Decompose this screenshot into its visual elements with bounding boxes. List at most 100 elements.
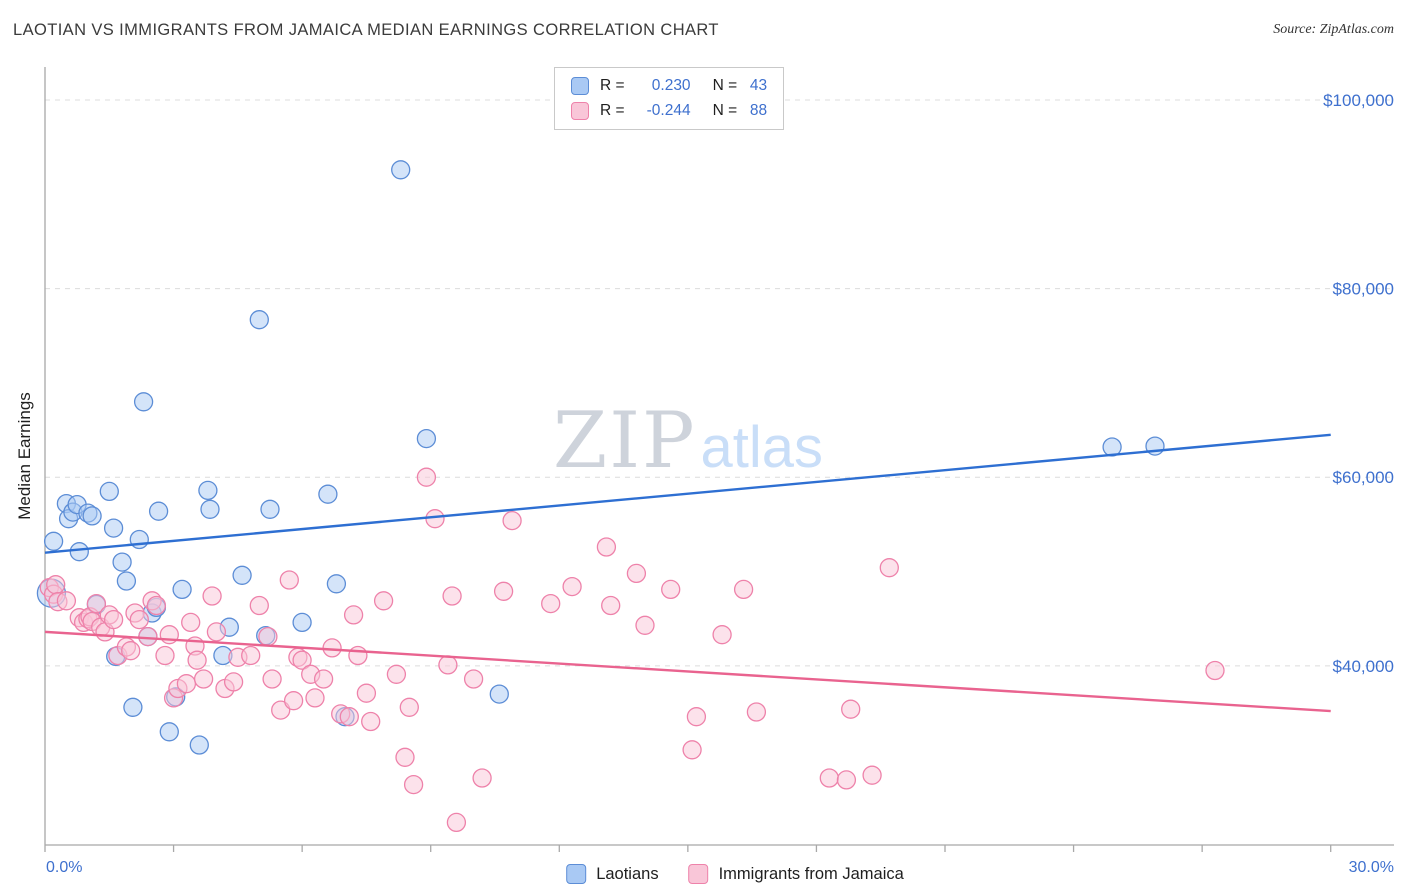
y-axis-tick-label: $80,000: [1333, 280, 1394, 299]
scatter-point-laotians: [99, 481, 119, 502]
scatter-point-laotians: [159, 722, 179, 742]
scatter-point-laotians: [326, 574, 347, 594]
scatter-point-jamaica: [862, 765, 882, 785]
scatter-point-jamaica: [836, 770, 857, 790]
scatter-point-jamaica: [626, 563, 647, 584]
y-axis-title: Median Earnings: [15, 392, 34, 520]
r-value-laotians: 0.230: [651, 77, 691, 94]
scatter-point-laotians: [416, 428, 437, 449]
n-label: N =: [712, 102, 738, 119]
scatter-point-jamaica: [103, 609, 124, 630]
scatter-point-jamaica: [425, 509, 445, 529]
scatter-point-jamaica: [562, 576, 582, 597]
y-axis-tick-label: $100,000: [1323, 91, 1394, 110]
trend-line-laotians: [44, 433, 1331, 554]
scatter-point-jamaica: [249, 595, 269, 616]
scatter-point-jamaica: [356, 683, 377, 703]
scatter-point-jamaica: [176, 674, 197, 694]
scatter-point-jamaica: [601, 595, 621, 616]
scatter-point-jamaica: [305, 688, 325, 708]
scatter-point-jamaica: [313, 669, 334, 689]
r-label: R =: [600, 102, 625, 119]
correlation-stats-box: R = 0.230 N = 43 R = -0.244 N = 88: [554, 67, 785, 130]
scatter-point-laotians: [103, 518, 124, 538]
laotians-swatch-icon: [571, 77, 589, 95]
scatter-point-jamaica: [202, 586, 222, 606]
scatter-point-jamaica: [661, 579, 681, 600]
scatter-point-jamaica: [373, 591, 394, 611]
scatter-point-jamaica: [819, 768, 839, 788]
scatter-point-jamaica: [181, 612, 201, 633]
scatter-point-jamaica: [746, 702, 767, 722]
scatter-point-jamaica: [339, 707, 359, 727]
stats-row-laotians: R = 0.230 N = 43: [571, 77, 767, 95]
n-value-laotians: 43: [749, 77, 768, 94]
laotians-legend-swatch-icon: [566, 864, 587, 884]
scatter-point-jamaica: [56, 591, 77, 611]
source-attribution: Source: ZipAtlas.com: [1273, 22, 1394, 37]
scatter-point-jamaica: [635, 615, 655, 635]
scatter-point-jamaica: [193, 669, 214, 689]
scatter-point-jamaica: [493, 581, 514, 601]
scatter-point-laotians: [232, 565, 252, 585]
scatter-point-laotians: [391, 160, 411, 180]
scatter-point-laotians: [112, 552, 132, 572]
scatter-point-jamaica: [322, 638, 342, 658]
scatter-point-laotians: [172, 579, 192, 600]
scatter-point-jamaica: [841, 699, 861, 719]
y-axis-tick-label: $40,000: [1333, 657, 1394, 676]
jamaica-legend-swatch-icon: [688, 864, 709, 884]
scatter-point-jamaica: [348, 645, 368, 666]
scatter-point-jamaica: [438, 655, 458, 675]
chart-legend: Laotians Immigrants from Jamaica: [566, 864, 904, 884]
scatter-point-jamaica: [733, 579, 754, 600]
scatter-point-jamaica: [343, 605, 364, 625]
scatter-point-jamaica: [442, 586, 462, 606]
scatter-point-jamaica: [187, 650, 207, 670]
scatter-point-jamaica: [271, 700, 291, 720]
scatter-point-laotians: [489, 684, 509, 704]
jamaica-swatch-icon: [571, 102, 589, 120]
scatter-point-jamaica: [541, 593, 561, 614]
scatter-point-jamaica: [86, 593, 107, 614]
scatter-point-laotians: [198, 480, 218, 501]
scatter-point-laotians: [116, 571, 137, 591]
scatter-point-jamaica: [399, 697, 419, 717]
scatter-point-jamaica: [223, 672, 244, 692]
scatter-point-laotians: [133, 392, 154, 412]
scatter-point-jamaica: [292, 650, 312, 670]
scatter-point-jamaica: [502, 510, 522, 531]
scatter-point-jamaica: [138, 626, 158, 647]
r-label: R =: [600, 77, 625, 94]
scatter-point-jamaica: [241, 645, 261, 666]
legend-item-laotians: Laotians: [566, 864, 659, 884]
scatter-point-jamaica: [129, 609, 149, 630]
scatter-point-laotians: [189, 735, 209, 755]
x-axis-min-label: 0.0%: [46, 859, 82, 876]
scatter-point-laotians: [123, 697, 143, 717]
scatter-point-laotians: [318, 484, 338, 504]
scatter-point-jamaica: [121, 641, 141, 661]
trend-line-jamaica: [44, 630, 1331, 713]
scatter-point-jamaica: [879, 558, 899, 578]
scatter-point-jamaica: [416, 467, 437, 487]
y-axis-tick-label: $60,000: [1333, 468, 1394, 487]
scatter-point-jamaica: [686, 707, 707, 727]
n-value-jamaica: 88: [749, 102, 768, 119]
r-value-jamaica: -0.244: [646, 102, 691, 119]
scatter-point-jamaica: [446, 812, 467, 833]
scatter-point-jamaica: [361, 711, 381, 732]
x-axis-max-label: 30.0%: [1349, 859, 1394, 876]
legend-item-jamaica: Immigrants from Jamaica: [688, 864, 904, 884]
scatter-point-jamaica: [596, 537, 617, 557]
scatter-point-laotians: [82, 506, 102, 526]
scatter-point-laotians: [260, 499, 280, 519]
scatter-point-jamaica: [262, 669, 282, 689]
scatter-point-jamaica: [1205, 660, 1225, 681]
scatter-point-laotians: [200, 499, 220, 519]
scatter-point-laotians: [249, 310, 269, 330]
legend-label-laotians: Laotians: [596, 864, 659, 883]
legend-label-jamaica: Immigrants from Jamaica: [718, 864, 904, 883]
